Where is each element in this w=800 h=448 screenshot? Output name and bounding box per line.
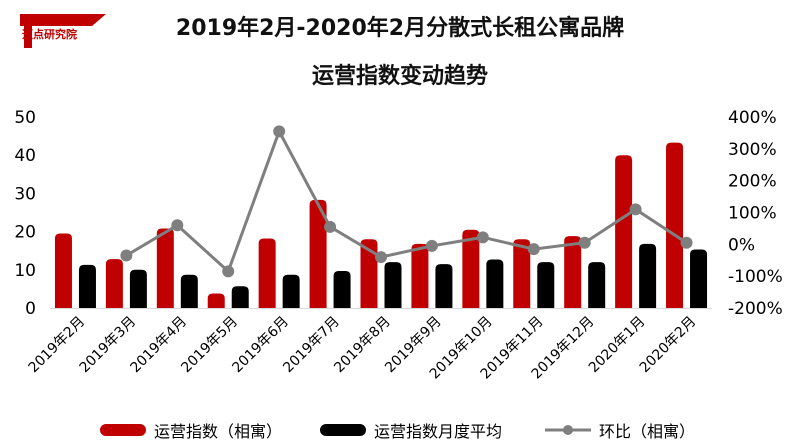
point-mom-change: [273, 125, 286, 138]
bar-monthly-average: [435, 264, 453, 308]
bar-monthly-average: [333, 270, 351, 308]
bar-monthly-average: [78, 264, 96, 308]
logo-text: 迈点研究院: [22, 28, 77, 41]
y-left-tick-label: 40: [14, 146, 36, 166]
y-right-tick-label: 200%: [728, 172, 777, 192]
bar-operating-index: [411, 243, 429, 308]
point-mom-change: [425, 239, 438, 252]
bar-operating-index: [462, 229, 480, 308]
y-right-tick-label: -100%: [728, 267, 783, 287]
legend-swatch-bar: [100, 424, 146, 436]
y-left-tick-label: 0: [25, 299, 36, 319]
chart-title-line-2: 运营指数变动趋势: [311, 64, 488, 89]
y-left-tick-label: 50: [14, 108, 36, 128]
bar-operating-index: [513, 239, 531, 308]
point-mom-change: [680, 236, 693, 249]
bar-monthly-average: [231, 286, 249, 308]
bar-monthly-average: [180, 274, 198, 308]
bar-monthly-average: [129, 269, 147, 308]
bar-operating-index: [105, 259, 123, 308]
bar-operating-index: [258, 238, 276, 308]
legend-label: 运营指数（相寓）: [154, 422, 282, 441]
point-mom-change: [171, 219, 184, 232]
y-right-tick-label: 100%: [728, 204, 777, 224]
y-right-tick-label: -200%: [728, 299, 783, 319]
bar-monthly-average: [690, 249, 708, 308]
point-mom-change: [222, 265, 235, 278]
line-mom-change: [125, 127, 688, 275]
y-left-tick-label: 10: [14, 261, 36, 281]
legend-swatch-marker: [563, 425, 573, 435]
legend-label: 环比（相寓）: [599, 422, 695, 441]
y-right-tick-label: 0%: [728, 235, 755, 255]
logo: [20, 14, 106, 48]
bar-operating-index: [156, 228, 174, 308]
point-mom-change: [629, 203, 642, 216]
bar-operating-index: [666, 142, 684, 308]
legend-label: 运营指数月度平均: [374, 422, 502, 441]
point-mom-change: [578, 236, 591, 249]
point-mom-change: [324, 220, 337, 233]
bar-monthly-average: [639, 243, 657, 308]
y-right-tick-label: 300%: [728, 140, 777, 160]
bar-operating-index: [207, 293, 225, 308]
bar-operating-index: [615, 155, 633, 308]
y-right-tick-label: 400%: [728, 108, 777, 128]
bar-monthly-average: [384, 262, 402, 308]
point-mom-change: [527, 243, 540, 256]
logo-flag-shape: [20, 14, 106, 26]
bar-operating-index: [309, 199, 327, 308]
chart-title-line-1: 2019年2月-2020年2月分散式长租公寓品牌: [175, 16, 625, 41]
point-mom-change: [476, 231, 489, 244]
y-left-tick-label: 20: [14, 223, 36, 243]
bar-operating-index: [360, 239, 378, 308]
bar-monthly-average: [486, 259, 504, 308]
point-mom-change: [120, 249, 133, 262]
bar-monthly-average: [537, 262, 555, 308]
point-mom-change: [375, 251, 387, 264]
bar-operating-index: [564, 236, 582, 308]
bar-operating-index: [54, 233, 72, 308]
bar-monthly-average: [588, 262, 606, 308]
y-left-tick-label: 30: [14, 184, 36, 204]
bar-monthly-average: [282, 274, 300, 308]
legend-swatch-bar: [320, 424, 366, 436]
logo-tower-shape: [24, 14, 32, 48]
